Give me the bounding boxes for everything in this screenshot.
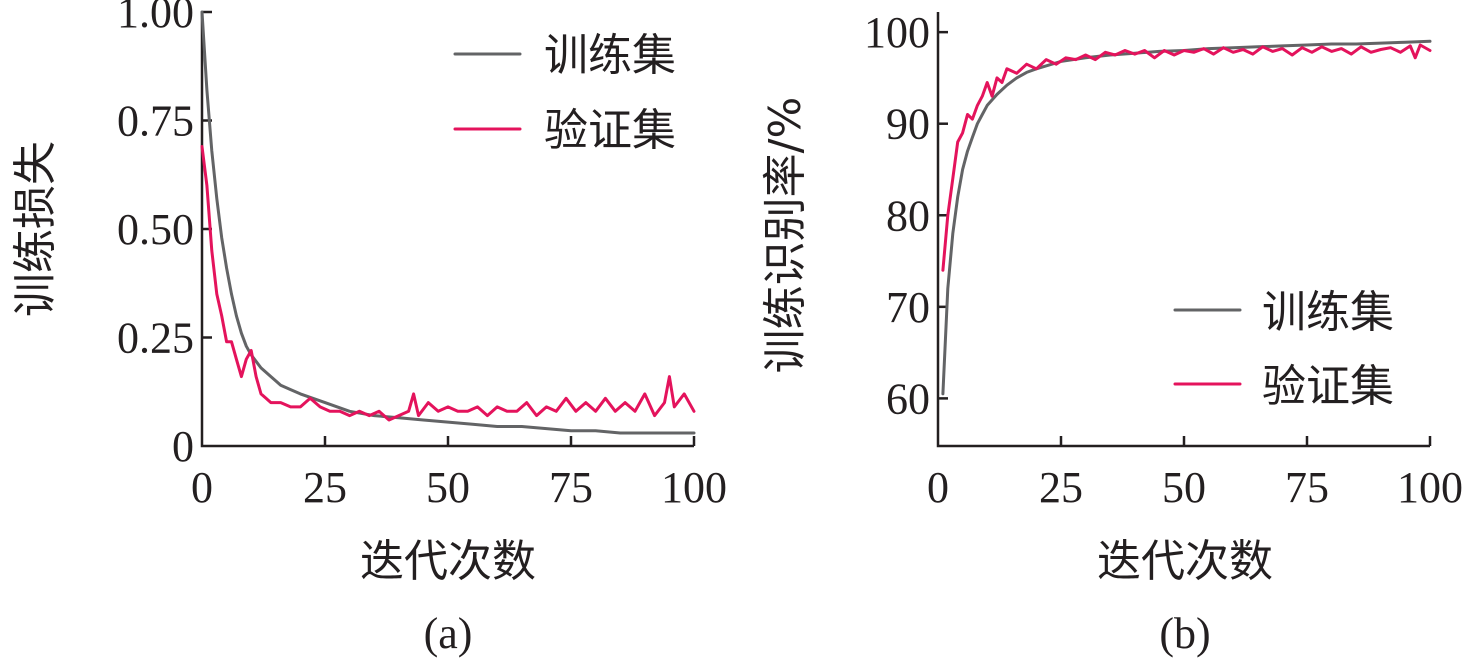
- panel-a-y-tick-label: 0.75: [117, 97, 194, 146]
- panel-b-legend: 训练集 验证集: [1173, 287, 1394, 412]
- panel-b-axes: [936, 12, 1430, 448]
- panel-b-y-tick-label: 60: [886, 374, 930, 423]
- panel-a-legend-label-val: 验证集: [544, 105, 676, 156]
- panel-b-y-tick-label: 70: [886, 283, 930, 332]
- panel-a-series-line-val: [200, 145, 696, 422]
- panel-b-series-line-val: [941, 43, 1432, 272]
- panel-a-ylabel: 训练损失: [10, 141, 61, 317]
- panel-b-y-tick-label: 80: [886, 191, 930, 240]
- panel-a-label: (a): [424, 609, 473, 658]
- panel-b-xlabel: 迭代次数: [1097, 536, 1273, 587]
- panel-a-x-tick-label: 50: [426, 463, 470, 512]
- panel-a-loss-chart: 训练损失 迭代次数 (a) 训练集 验证集 0 25 50 75 100 0 0.25 0.5…: [10, 0, 727, 658]
- panel-b-legend-label-train: 训练集: [1262, 287, 1394, 338]
- panel-a-legend-label-train: 训练集: [544, 30, 676, 81]
- panel-b-x-tick-label: 100: [1397, 463, 1463, 512]
- panel-b-y-tick-label: 90: [886, 100, 930, 149]
- panel-a-legend: 训练集 验证集: [453, 30, 676, 156]
- panel-b-legend-label-val: 验证集: [1262, 361, 1394, 412]
- panel-a-y-tick-label: 1.00: [117, 0, 194, 37]
- panel-a-y-tick-label: 0: [172, 422, 194, 471]
- panel-b-x-tick-label: 75: [1285, 463, 1329, 512]
- panel-b-label: (b): [1159, 609, 1210, 658]
- panel-b-accuracy-chart: 训练识别率/% 迭代次数 (b) 训练集 验证集 0 25 50 75 100 60 70 8…: [760, 8, 1463, 658]
- panel-b-ylabel: 训练识别率/%: [760, 97, 811, 374]
- panel-b-x-tick-label: 25: [1039, 463, 1083, 512]
- panel-b-series-line-train: [941, 39, 1432, 396]
- panel-a-x-tick-label: 75: [549, 463, 593, 512]
- panel-a-y-tick-label: 0.50: [117, 205, 194, 254]
- panel-b-x-tick-label: 0: [927, 463, 949, 512]
- panel-b-x-tick-label: 50: [1162, 463, 1206, 512]
- panel-a-x-tick-label: 100: [661, 463, 727, 512]
- panel-a-x-tick-label: 25: [303, 463, 347, 512]
- panel-b-y-tick-label: 100: [864, 8, 930, 57]
- panel-a-y-tick-label: 0.25: [117, 314, 194, 363]
- panel-a-xlabel: 迭代次数: [360, 536, 536, 587]
- panel-a-series-line-train: [200, 10, 696, 435]
- panel-a-x-tick-label: 0: [191, 463, 213, 512]
